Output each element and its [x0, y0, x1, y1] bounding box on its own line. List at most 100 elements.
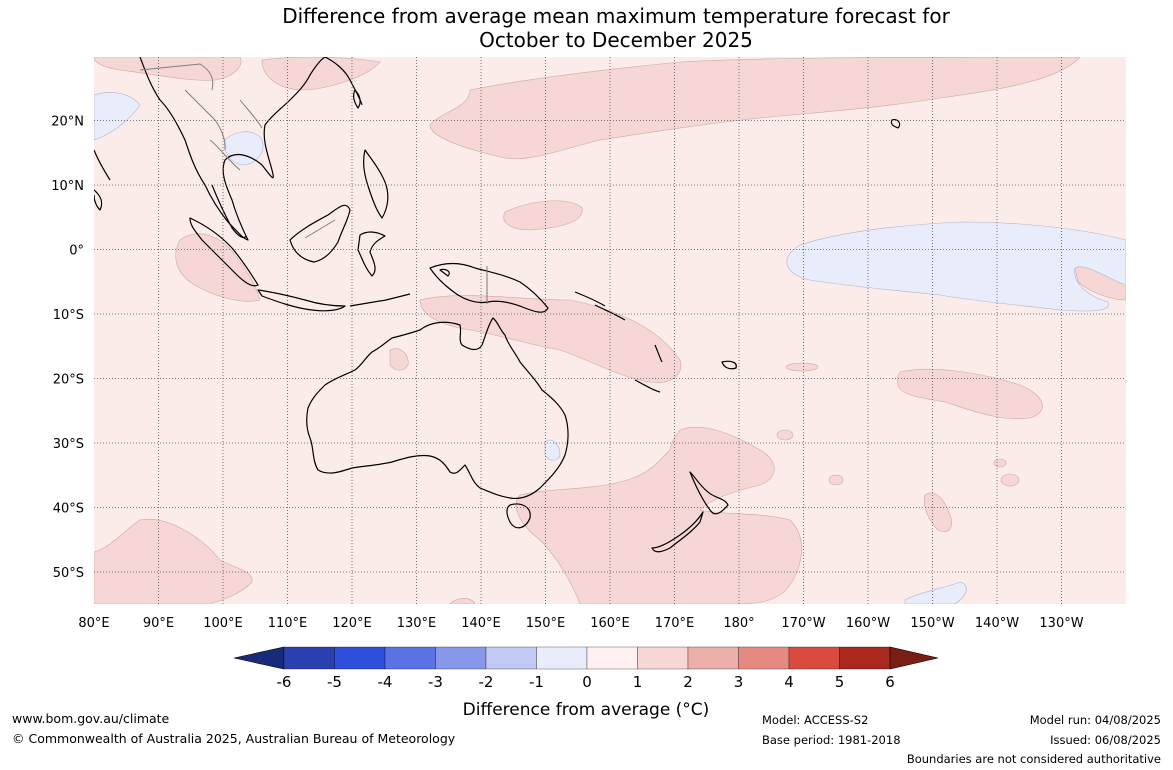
coastline-australia	[306, 317, 569, 500]
coastline-northern-australia-islands	[439, 268, 450, 277]
colorbar-extend-high	[889, 646, 939, 670]
coastline-java	[257, 289, 346, 312]
coastline-fiji	[721, 360, 737, 370]
lat-tick-label: 10°N	[51, 179, 84, 194]
colorbar-tick-label: -3	[428, 673, 443, 691]
lon-tick-label: 170°W	[781, 616, 825, 631]
coastline-hawaii	[890, 119, 901, 129]
lon-tick-labels: 80°E 90°E 100°E 110°E 120°E 130°E 140°E 150°E 16…	[78, 616, 1083, 631]
colorbar-bin	[334, 646, 386, 670]
footer-copyright: © Commonwealth of Australia 2025, Austra…	[12, 731, 456, 746]
colorbar-extend-low	[233, 646, 285, 670]
colorbar-tick-label: -5	[327, 673, 342, 691]
lat-tick-label: 30°S	[53, 437, 84, 452]
colorbar-bin	[536, 646, 588, 670]
anomaly-region-top-center	[261, 57, 381, 91]
colorbar	[233, 646, 939, 670]
lon-tick-label: 150°W	[910, 616, 954, 631]
coastline-se-asia	[139, 57, 326, 241]
anomaly-region-south-indian	[94, 518, 253, 604]
coastlines	[94, 57, 901, 553]
lat-tick-label: 40°S	[53, 502, 84, 517]
anomaly-region-tasman	[515, 426, 802, 604]
anomaly-region-coral-sea	[419, 295, 682, 383]
footer-disclaimer: Boundaries are not considered authoritat…	[906, 752, 1161, 766]
negative-region-australia-east	[544, 439, 561, 461]
coastline-new-zealand-south	[651, 511, 704, 553]
coastline-malay-peninsula	[211, 184, 247, 239]
anomaly-region-small-1	[923, 492, 952, 532]
lat-tick-labels: 20°N 10°N 0° 10°S 20°S 30°S 40°S 50°S	[51, 115, 84, 582]
anomaly-region-small-6	[785, 362, 819, 372]
colorbar-labels: -6 -5 -4 -3 -2 -1 0 1 2 3 4 5 6	[277, 673, 895, 691]
coastline-taiwan	[352, 89, 361, 109]
lon-tick-label: 160°E	[590, 616, 630, 631]
colorbar-bin	[435, 646, 487, 670]
colorbar-tick-label: -1	[529, 673, 544, 691]
negative-region-central-pacific	[786, 221, 1126, 312]
coastline-tasmania	[506, 503, 531, 529]
border-se-asia-3	[239, 99, 263, 129]
colorbar-bin	[586, 646, 638, 670]
chart-title: Difference from average mean maximum tem…	[0, 4, 1173, 52]
colorbar-tick-label: 4	[784, 673, 794, 691]
anomaly-region-equatorial	[503, 200, 583, 231]
footer-issued: Issued: 06/08/2025	[1050, 733, 1161, 747]
anomaly-region-small-3	[776, 429, 794, 441]
colorbar-bin	[384, 646, 436, 670]
colorbar-tick-label: -2	[479, 673, 494, 691]
colorbar-bin	[788, 646, 840, 670]
lon-tick-label: 110°E	[268, 616, 308, 631]
colorbar-bin	[839, 646, 891, 670]
lon-tick-label: 100°E	[203, 616, 243, 631]
anomaly-region-small-5	[828, 474, 844, 486]
lon-tick-label: 170°E	[655, 616, 695, 631]
coastline-sulawesi	[357, 231, 386, 277]
coastline-new-zealand-north	[689, 471, 729, 515]
lon-tick-label: 130°E	[397, 616, 437, 631]
lon-tick-label: 90°E	[143, 616, 174, 631]
lon-tick-label: 120°E	[332, 616, 372, 631]
coastline-borneo	[289, 204, 351, 263]
lon-tick-label: 150°E	[526, 616, 566, 631]
lon-tick-label: 140°E	[461, 616, 501, 631]
border-borneo	[304, 219, 336, 239]
anomaly-region-small-7	[993, 458, 1007, 468]
anomaly-region-far-south	[449, 598, 476, 604]
anomaly-region-indian-ocean	[175, 233, 261, 302]
footer-base-period: Base period: 1981-2018	[762, 733, 901, 747]
anomaly-region-south-pacific	[897, 368, 1043, 420]
coastline-philippines	[362, 149, 389, 219]
colorbar-tick-label: 0	[582, 673, 592, 691]
negative-region-india	[94, 92, 141, 141]
anomaly-region-small-4	[1000, 473, 1020, 487]
lon-tick-label: 140°W	[975, 616, 1019, 631]
border-se-asia-2	[184, 89, 226, 151]
coastline-vanuatu	[654, 344, 663, 363]
negative-region-south	[904, 581, 967, 604]
anomaly-region-sw-australia	[389, 348, 409, 371]
colorbar-tick-label: -4	[378, 673, 393, 691]
colorbar-tick-label: -6	[277, 673, 292, 691]
lon-tick-label: 80°E	[78, 616, 109, 631]
lon-tick-label: 160°W	[846, 616, 890, 631]
coastline-sumatra	[189, 217, 259, 287]
anomaly-region-north-pacific	[429, 57, 1081, 160]
borders	[139, 63, 336, 239]
colorbar-bin	[283, 646, 335, 670]
footer-model: Model: ACCESS-S2	[762, 713, 869, 727]
gridlines	[94, 57, 1126, 604]
colorbar-tick-label: 6	[885, 673, 895, 691]
footer-model-run: Model run: 04/08/2025	[1029, 713, 1161, 727]
coastline-lesser-sunda	[349, 293, 411, 307]
coastline-new-guinea	[429, 262, 549, 313]
anomaly-regions	[94, 57, 1126, 604]
title-line-1: Difference from average mean maximum tem…	[282, 4, 950, 28]
colorbar-tick-label: 3	[734, 673, 744, 691]
coastline-new-caledonia	[634, 379, 661, 393]
lat-tick-label: 20°S	[53, 373, 84, 388]
border-se-asia-4	[209, 139, 241, 171]
colorbar-tick-label: 5	[835, 673, 845, 691]
colorbar-bin	[738, 646, 790, 670]
lat-tick-label: 10°S	[53, 308, 84, 323]
